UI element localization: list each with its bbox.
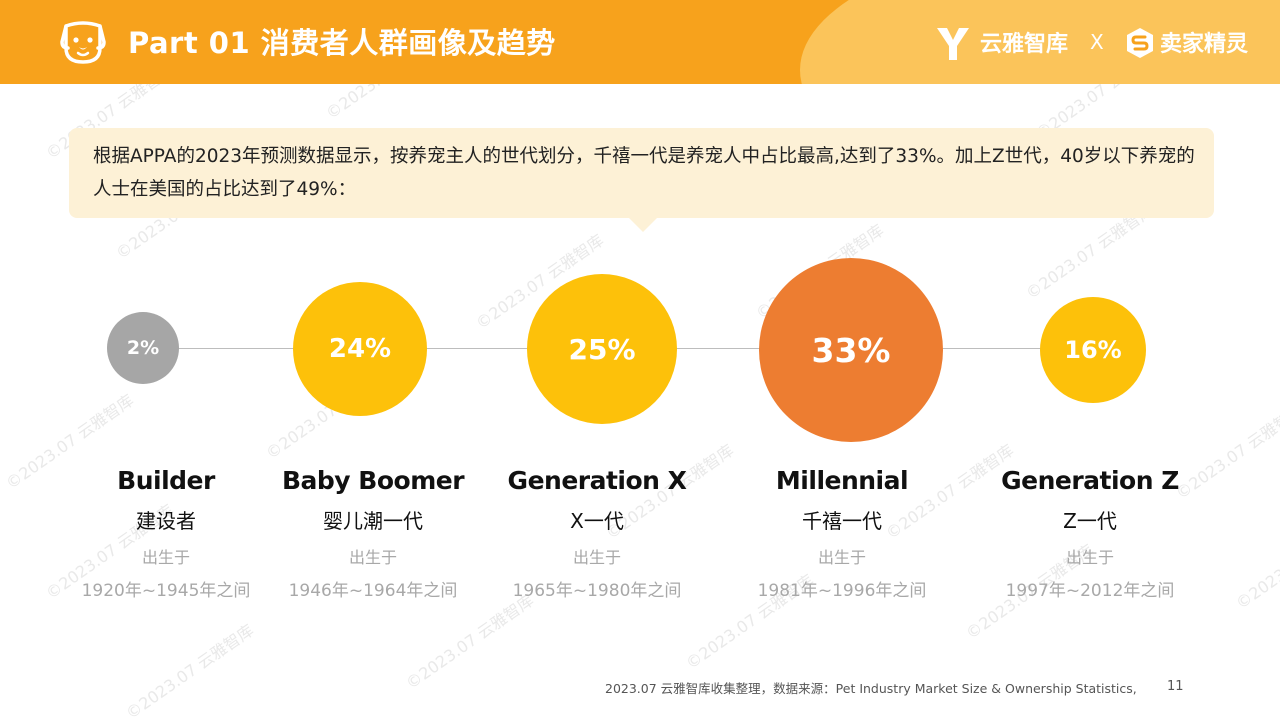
summary-callout: 根据APPA的2023年预测数据显示，按养宠主人的世代划分，千禧一代是养宠人中占…: [69, 128, 1214, 232]
share-label: 24%: [328, 334, 392, 364]
data-source-note: 2023.07 云雅智库收集整理，数据来源：Pet Industry Marke…: [605, 681, 1137, 696]
share-bubble-millennial: 33%: [759, 258, 943, 442]
share-label: 25%: [568, 332, 636, 366]
share-bubble-baby-boomer: 24%: [293, 282, 427, 416]
share-label: 33%: [811, 330, 891, 370]
birth-range: 1981年~1996年之间: [757, 581, 927, 601]
page-number: 11: [1167, 679, 1184, 694]
header-wave-decoration: [800, 0, 1280, 84]
generation-name: Builder: [117, 466, 215, 495]
page-title: Part 01 消费者人群画像及趋势: [128, 26, 556, 60]
birth-range: 1965年~1980年之间: [512, 581, 682, 601]
born-label: 出生于: [348, 548, 397, 567]
generation-generation-x: Generation X X一代 出生于 1965年~1980年之间: [477, 466, 717, 601]
born-label: 出生于: [817, 548, 866, 567]
share-label: 16%: [1064, 336, 1122, 364]
generation-name-cn: Z一代: [1063, 509, 1117, 533]
share-bubble-generation-z: 16%: [1040, 297, 1146, 403]
birth-range: 1997年~2012年之间: [1005, 581, 1175, 601]
brand-yunya: 云雅智库: [980, 32, 1069, 57]
share-bubble-builder: 2%: [107, 312, 179, 384]
seller-sprite-logo-icon: [1127, 28, 1153, 58]
header-bar: Part 01 消费者人群画像及趋势 云雅智库 X 卖家精灵: [0, 0, 1280, 84]
generation-name-cn: 建设者: [136, 509, 196, 533]
dog-face-icon: [60, 21, 106, 64]
birth-range: 1920年~1945年之间: [81, 581, 251, 601]
generation-name-cn: 千禧一代: [802, 509, 882, 533]
brand-separator: X: [1090, 30, 1104, 54]
share-bubble-generation-x: 25%: [527, 274, 677, 424]
generation-name: Generation X: [507, 466, 687, 495]
generation-name: Millennial: [775, 466, 909, 495]
generation-name: Generation Z: [1001, 466, 1179, 495]
born-label: 出生于: [572, 548, 621, 567]
generation-name: Baby Boomer: [281, 466, 465, 495]
generation-generation-z: Generation Z Z一代 出生于 1997年~2012年之间: [970, 466, 1210, 601]
yunya-logo-icon: [937, 28, 969, 60]
generation-name-cn: X一代: [570, 509, 624, 533]
generation-baby-boomer: Baby Boomer 婴儿潮一代 出生于 1946年~1964年之间: [253, 466, 493, 601]
generation-name-cn: 婴儿潮一代: [323, 509, 423, 533]
brand-seller-sprite: 卖家精灵: [1160, 32, 1249, 57]
birth-range: 1946年~1964年之间: [288, 581, 458, 601]
generation-builder: Builder 建设者 出生于 1920年~1945年之间: [46, 466, 286, 601]
generation-millennial: Millennial 千禧一代 出生于 1981年~1996年之间: [722, 466, 962, 601]
callout-text: 根据APPA的2023年预测数据显示，按养宠主人的世代划分，千禧一代是养宠人中占…: [93, 146, 1195, 200]
born-label: 出生于: [1065, 548, 1114, 567]
born-label: 出生于: [141, 548, 190, 567]
share-label: 2%: [126, 337, 160, 359]
